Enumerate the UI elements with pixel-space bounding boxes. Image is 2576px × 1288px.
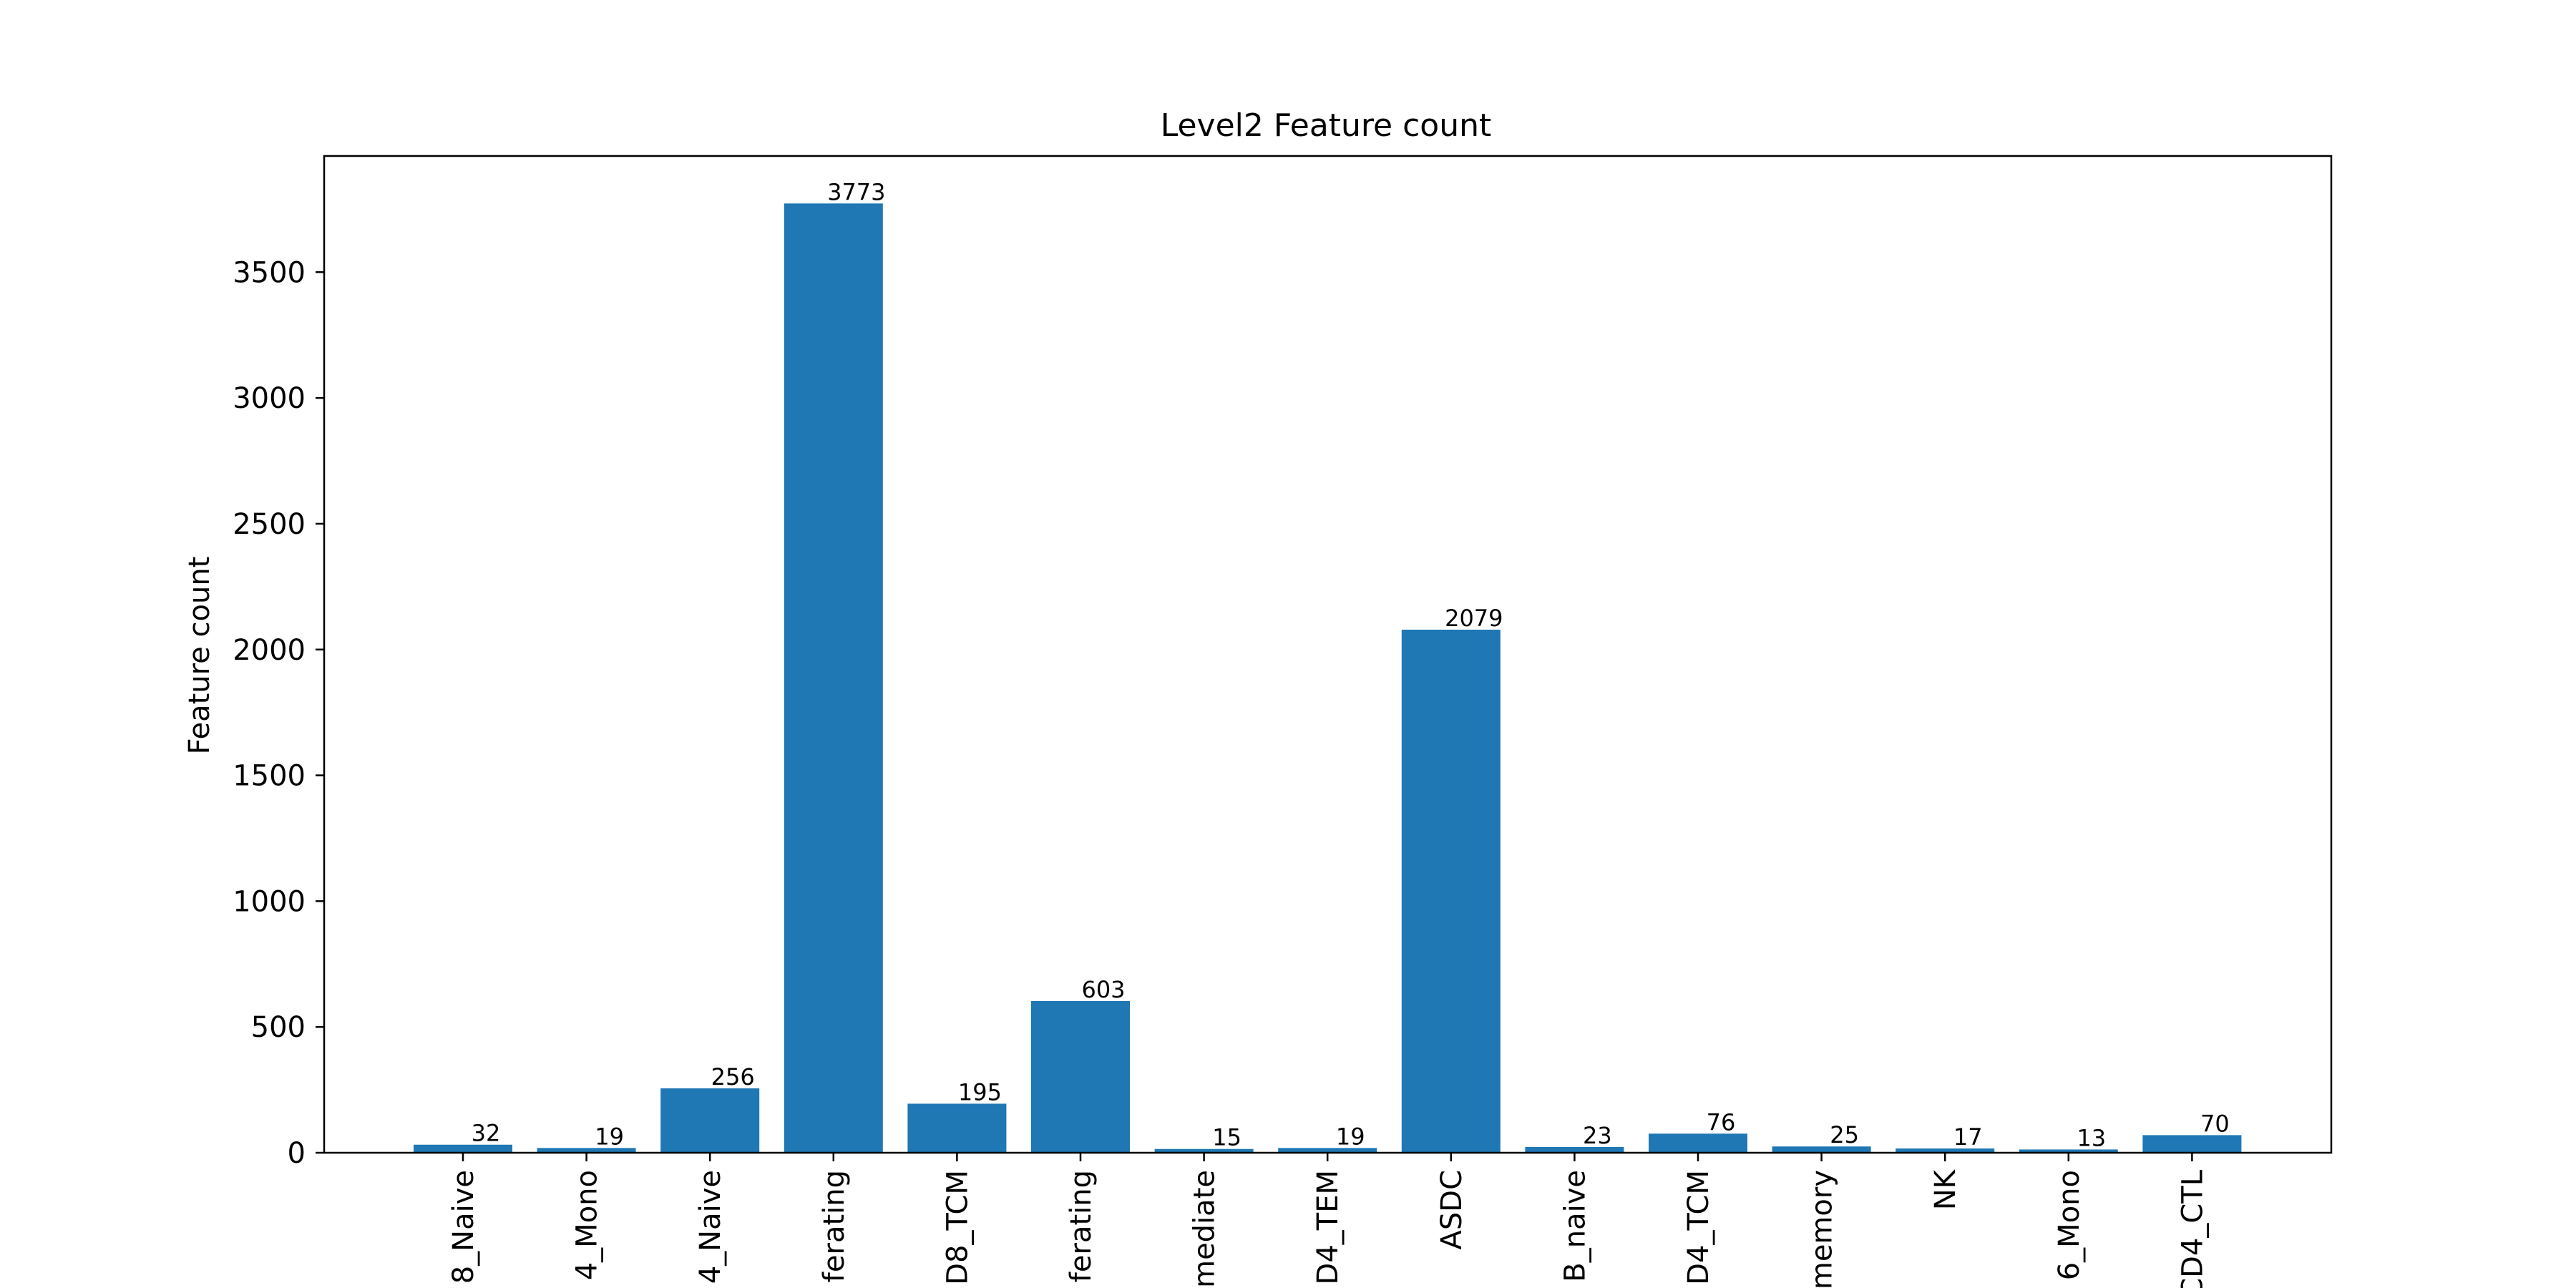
bar bbox=[2142, 1135, 2242, 1153]
x-tick-label: NK bbox=[1929, 1169, 1962, 1210]
x-tick-label: D8_TCM bbox=[941, 1170, 974, 1285]
data-label: 15 bbox=[1212, 1124, 1241, 1151]
x-tick-label: 8_Naive bbox=[447, 1170, 480, 1284]
data-label: 195 bbox=[958, 1078, 1002, 1106]
x-tick-label: D4_TEM bbox=[1312, 1170, 1345, 1284]
bar bbox=[1401, 629, 1501, 1153]
x-axis: 8_Naive 4_Mono 4_Naive ferating D8_TCM ferati… bbox=[447, 1153, 2209, 1288]
data-label: 23 bbox=[1583, 1122, 1612, 1149]
x-tick-label: memory bbox=[1806, 1170, 1839, 1288]
y-tick-label: 0 bbox=[288, 1137, 306, 1170]
bar bbox=[414, 1144, 512, 1153]
y-tick-label: 1500 bbox=[233, 760, 306, 793]
y-tick-label: 2000 bbox=[233, 634, 306, 667]
bar bbox=[784, 203, 883, 1153]
data-label: 13 bbox=[2077, 1124, 2106, 1151]
bar bbox=[1278, 1148, 1377, 1153]
bar bbox=[1896, 1148, 1995, 1153]
x-tick-label: ASDC bbox=[1435, 1170, 1468, 1249]
data-label: 76 bbox=[1707, 1108, 1736, 1136]
data-label: 32 bbox=[472, 1120, 501, 1147]
y-axis-label: Feature count bbox=[183, 557, 216, 755]
bar bbox=[1154, 1148, 1254, 1153]
data-labels: 32 19 256 3773 195 603 15 19 2079 23 76 25 17 13 70 bbox=[472, 178, 2230, 1151]
bar bbox=[537, 1148, 636, 1153]
data-label: 256 bbox=[711, 1063, 755, 1091]
y-tick-label: 3000 bbox=[233, 382, 306, 415]
y-axis: 0 500 1000 1500 2000 2500 3000 3500 bbox=[233, 256, 324, 1170]
bar bbox=[2019, 1149, 2118, 1153]
bar bbox=[907, 1103, 1007, 1153]
y-tick-label: 3500 bbox=[233, 256, 306, 289]
x-tick-label: mediate bbox=[1189, 1170, 1221, 1288]
bars bbox=[414, 203, 2242, 1153]
data-label: 2079 bbox=[1445, 605, 1503, 632]
y-tick-label: 2500 bbox=[233, 508, 306, 541]
bar bbox=[1525, 1146, 1624, 1153]
data-label: 25 bbox=[1830, 1121, 1859, 1148]
x-tick-label: D4_TCM bbox=[1682, 1170, 1715, 1285]
bar bbox=[1772, 1146, 1871, 1153]
x-tick-label: CD4_CTL bbox=[2176, 1169, 2209, 1288]
chart-title: Level2 Feature count bbox=[1161, 107, 1492, 144]
x-tick-label: 4_Naive bbox=[694, 1170, 727, 1284]
data-label: 70 bbox=[2200, 1110, 2230, 1137]
data-label: 19 bbox=[1336, 1123, 1365, 1150]
data-label: 603 bbox=[1081, 976, 1125, 1003]
bar bbox=[1649, 1133, 1747, 1153]
y-tick-label: 500 bbox=[251, 1011, 306, 1044]
x-tick-label: B_naive bbox=[1558, 1170, 1591, 1282]
data-label: 19 bbox=[595, 1123, 624, 1150]
x-tick-label: ferating bbox=[1065, 1170, 1098, 1282]
x-tick-label: 4_Mono bbox=[571, 1170, 604, 1280]
plot-frame bbox=[323, 155, 2333, 1154]
y-tick-label: 1000 bbox=[233, 885, 306, 918]
data-label: 3773 bbox=[827, 178, 885, 205]
x-tick-label: 6_Mono bbox=[2053, 1170, 2086, 1280]
x-tick-label: ferating bbox=[818, 1170, 851, 1282]
bar bbox=[1031, 1000, 1130, 1153]
data-label: 17 bbox=[1953, 1123, 1983, 1151]
bar bbox=[660, 1088, 760, 1153]
